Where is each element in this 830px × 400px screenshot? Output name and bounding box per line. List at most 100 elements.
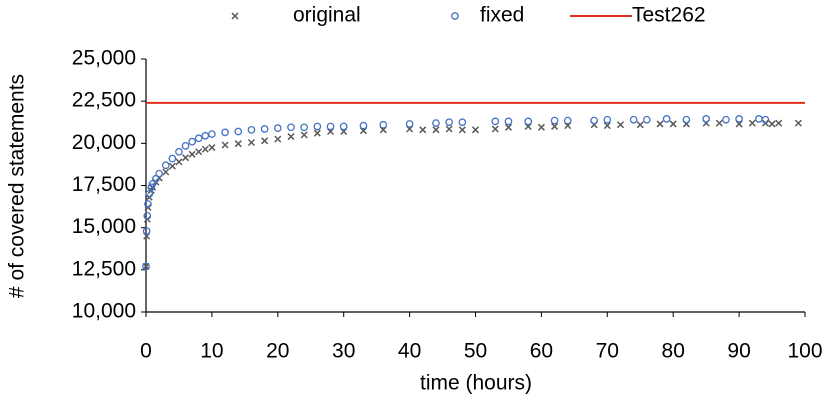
point	[419, 126, 427, 134]
point	[445, 118, 453, 127]
point	[656, 120, 664, 128]
point	[313, 122, 322, 131]
point	[145, 190, 154, 198]
point	[143, 212, 152, 220]
point	[563, 116, 572, 125]
point	[287, 133, 295, 141]
point	[735, 115, 743, 123]
point	[616, 121, 625, 129]
legend-marker	[231, 12, 239, 20]
point	[188, 137, 196, 146]
point	[195, 148, 203, 156]
point	[603, 115, 612, 124]
point	[504, 117, 513, 126]
x-tick-label: 60	[530, 340, 553, 363]
x-tick-label: 90	[727, 340, 750, 363]
point	[162, 168, 170, 176]
point	[201, 131, 210, 140]
point	[702, 115, 711, 123]
point	[471, 126, 480, 134]
x-tick-label: 100	[787, 340, 822, 363]
point	[221, 128, 229, 137]
point	[715, 119, 723, 127]
point	[208, 144, 216, 152]
point	[194, 134, 203, 143]
point	[188, 150, 196, 158]
x-tick-label: 50	[464, 340, 487, 363]
y-tick-label: 20,000	[72, 131, 136, 154]
point	[722, 115, 730, 124]
point	[590, 116, 598, 125]
point	[491, 117, 500, 126]
point	[142, 227, 151, 235]
point	[359, 121, 368, 130]
legend-label: Test262	[632, 4, 706, 27]
y-tick-label: 25,000	[72, 47, 136, 70]
point	[550, 116, 559, 125]
point	[405, 120, 414, 128]
x-tick-label: 20	[266, 340, 289, 363]
point	[642, 115, 651, 124]
point	[274, 135, 282, 143]
point	[339, 122, 348, 131]
point	[794, 119, 802, 127]
x-tick-label: 80	[662, 340, 685, 363]
point	[221, 141, 229, 149]
point	[161, 161, 170, 170]
point	[636, 121, 644, 129]
point	[247, 138, 255, 147]
point	[181, 142, 190, 150]
y-tick-label: 12,500	[72, 257, 136, 280]
point	[300, 123, 309, 132]
point	[379, 120, 388, 129]
point	[234, 140, 242, 148]
point	[669, 120, 677, 128]
point	[524, 117, 533, 126]
point	[445, 125, 453, 133]
point	[662, 115, 671, 123]
point	[326, 122, 335, 131]
legend-marker	[451, 12, 459, 20]
point	[761, 115, 770, 124]
point	[155, 169, 164, 178]
point	[748, 119, 756, 127]
point	[458, 126, 466, 134]
x-tick-label: 30	[332, 340, 355, 363]
point	[313, 129, 321, 137]
y-tick-label: 17,500	[72, 173, 136, 196]
y-axis-label: # of covered statements	[6, 74, 29, 298]
point	[168, 162, 176, 170]
y-tick-label: 22,500	[72, 89, 136, 112]
legend-label: fixed	[480, 4, 524, 27]
point	[432, 126, 440, 134]
point	[147, 183, 156, 192]
point	[247, 125, 256, 134]
y-tick-label: 15,000	[72, 215, 136, 238]
x-axis-label: time (hours)	[420, 372, 532, 395]
x-tick-label: 40	[398, 340, 421, 363]
point	[491, 125, 499, 133]
point	[603, 122, 611, 130]
point	[537, 123, 545, 131]
point	[300, 131, 308, 139]
point	[168, 154, 177, 163]
x-tick-label: 10	[200, 340, 223, 363]
point	[287, 123, 295, 132]
point	[208, 130, 216, 138]
point	[142, 262, 150, 271]
x-tick-label: 70	[596, 340, 619, 363]
point	[182, 154, 190, 162]
point	[260, 125, 269, 133]
point	[755, 115, 763, 123]
x-tick-label: 0	[140, 340, 152, 363]
point	[682, 115, 691, 124]
point	[458, 118, 467, 127]
point	[234, 127, 243, 136]
point	[175, 147, 183, 156]
point	[775, 119, 783, 127]
point	[273, 124, 282, 133]
point	[144, 200, 152, 208]
legend-label: original	[293, 4, 361, 27]
point	[261, 137, 269, 145]
